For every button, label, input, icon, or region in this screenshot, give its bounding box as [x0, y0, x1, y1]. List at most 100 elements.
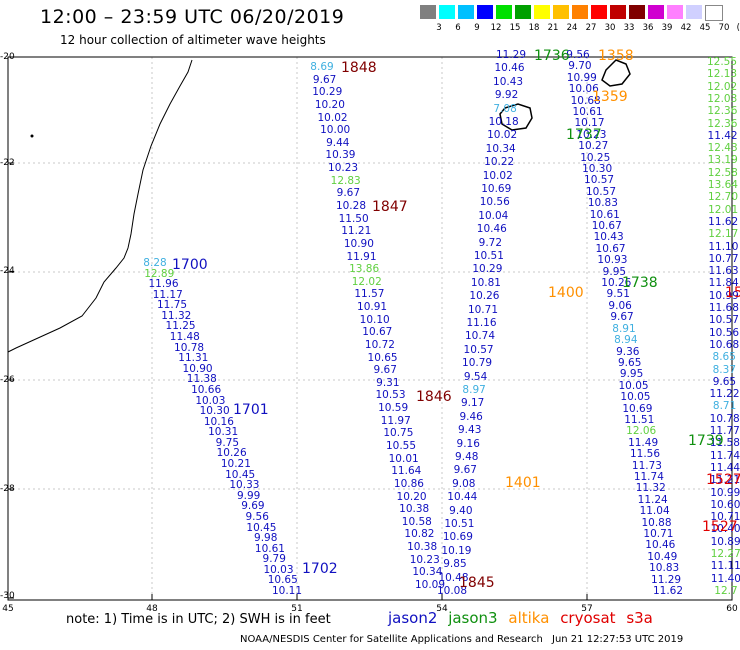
madagascar-coastline [7, 59, 193, 353]
wave-height-value: 10.57 [585, 185, 616, 198]
wave-height-value: 11.22 [709, 388, 740, 401]
pass-label-1738: 1738 [622, 275, 658, 291]
wave-height-value: 10.46 [494, 62, 525, 75]
legend-swatch [553, 5, 569, 19]
wave-height-value: 10.71 [467, 303, 498, 316]
wave-height-value: 9.56 [566, 49, 590, 61]
wave-height-value: 11.29 [651, 573, 682, 586]
wave-height-value: 10.51 [473, 250, 504, 262]
wave-height-value: 11.51 [624, 413, 655, 426]
wave-height-value: 10.61 [589, 208, 620, 221]
legend-tick: 30 [604, 23, 616, 33]
wave-height-value: 10.51 [444, 518, 475, 530]
wave-height-value: 9.44 [326, 136, 350, 149]
wave-height-value: 13.86 [349, 263, 380, 276]
wave-height-value: 10.30 [199, 405, 230, 418]
wave-height-value: 9.54 [463, 370, 488, 383]
wave-height-value: 12.7 [714, 585, 738, 597]
wave-height-value: 10.45 [225, 468, 256, 481]
wave-height-value: 10.71 [643, 527, 674, 540]
wave-height-value: 12.43 [707, 142, 738, 155]
wave-height-value: 11.91 [346, 250, 377, 263]
wave-height-value: 10.72 [364, 338, 395, 351]
wave-height-value: 10.10 [359, 313, 390, 326]
wave-height-value: 10.26 [469, 290, 500, 303]
legend-swatch [667, 5, 683, 19]
legend-tick: 45 [699, 23, 711, 33]
sat-jason2: jason2 [388, 609, 438, 627]
lon-label: 48 [146, 604, 158, 614]
wave-height-value: 11.68 [708, 302, 739, 315]
wave-height-value: 9.36 [616, 345, 640, 358]
wave-height-value: 10.25 [580, 151, 611, 164]
pass-label-1358: 1358 [598, 48, 634, 64]
wave-height-value: 11.48 [169, 331, 200, 344]
wave-height-value: 10.02 [317, 111, 348, 124]
wave-height-value: 10.38 [407, 541, 438, 554]
legend-tick: 24 [566, 23, 578, 33]
wave-height-value: 12.36 [707, 117, 738, 130]
wave-height-value: 10.31 [208, 426, 239, 439]
wave-height-value: 9.95 [602, 265, 627, 278]
wave-height-value: 10.71 [710, 511, 740, 524]
legend-tick: (ft) [736, 23, 740, 33]
wave-height-value: 10.75 [383, 427, 414, 440]
legend-tick: 12 [490, 23, 502, 33]
wave-height-value: 10.67 [595, 242, 626, 255]
wave-height-value: 10.23 [576, 128, 607, 141]
wave-height-value: 10.40 [710, 523, 740, 536]
pass-label-1527b: 1527 [702, 519, 738, 535]
wave-height-value: 11.56 [629, 448, 661, 461]
wave-height-value: 12.89 [144, 267, 175, 280]
sat-jason3: jason3 [448, 609, 498, 627]
wave-height-value: 9.51 [606, 288, 630, 301]
legend-swatch [705, 5, 723, 21]
wave-height-value: 10.91 [357, 301, 388, 314]
pass-label-1847: 1847 [372, 199, 408, 215]
wave-height-value: 11.74 [709, 449, 740, 462]
wave-height-value: 10.38 [399, 503, 430, 516]
pass-label-1527a: 1527 [706, 472, 740, 488]
wave-height-value: 10.06 [568, 83, 599, 96]
lon-label: 60 [726, 604, 738, 614]
legend-swatch [439, 5, 455, 19]
wave-height-value: 13.64 [707, 179, 738, 192]
legend-tick: 3 [436, 23, 442, 33]
wave-height-value: 11.84 [708, 277, 739, 290]
wave-height-value: 10.55 [385, 440, 417, 453]
legend-swatch [572, 5, 588, 19]
pass-label-1400: 1400 [548, 285, 584, 301]
wave-height-value: 11.17 [152, 288, 183, 301]
wave-height-value: 11.63 [708, 265, 739, 278]
wave-height-value: 9.16 [456, 437, 480, 450]
legend-swatch [686, 5, 702, 19]
wave-height-value: 11.10 [708, 240, 739, 253]
wave-height-value: 10.86 [393, 477, 424, 490]
wave-height-value: 10.23 [409, 553, 440, 566]
lat-label: -24 [0, 266, 15, 276]
wave-height-value: 10.03 [195, 394, 226, 407]
wave-height-value: 12.83 [330, 174, 361, 187]
wave-height-value: 9.56 [245, 510, 269, 523]
wave-height-value: 10.83 [587, 197, 618, 210]
legend-tick: 36 [642, 23, 654, 33]
lat-label: -28 [0, 484, 15, 494]
wave-height-value: 11.62 [708, 215, 739, 228]
wave-height-value: 10.08 [436, 585, 468, 597]
wave-height-value: 9.79 [262, 553, 286, 566]
wave-height-value: 10.93 [597, 254, 628, 267]
wave-height-value: 11.58 [709, 437, 740, 450]
lon-label: 57 [581, 604, 593, 614]
wave-height-value: 9.67 [312, 73, 337, 86]
legend-swatch [591, 5, 607, 19]
wave-height-value: 12.55 [706, 56, 738, 68]
wave-height-value: 10.20 [314, 98, 345, 111]
wave-height-value: 8.28 [143, 257, 167, 269]
wave-height-value: 9.67 [453, 464, 477, 477]
wave-height-value: 10.03 [263, 563, 294, 576]
wave-height-value: 12.13 [707, 68, 738, 81]
wave-height-value: 11.62 [652, 585, 684, 597]
wave-height-value: 10.66 [191, 383, 222, 396]
lat-label: -20 [0, 52, 15, 62]
wave-height-value: 11.21 [710, 474, 740, 487]
